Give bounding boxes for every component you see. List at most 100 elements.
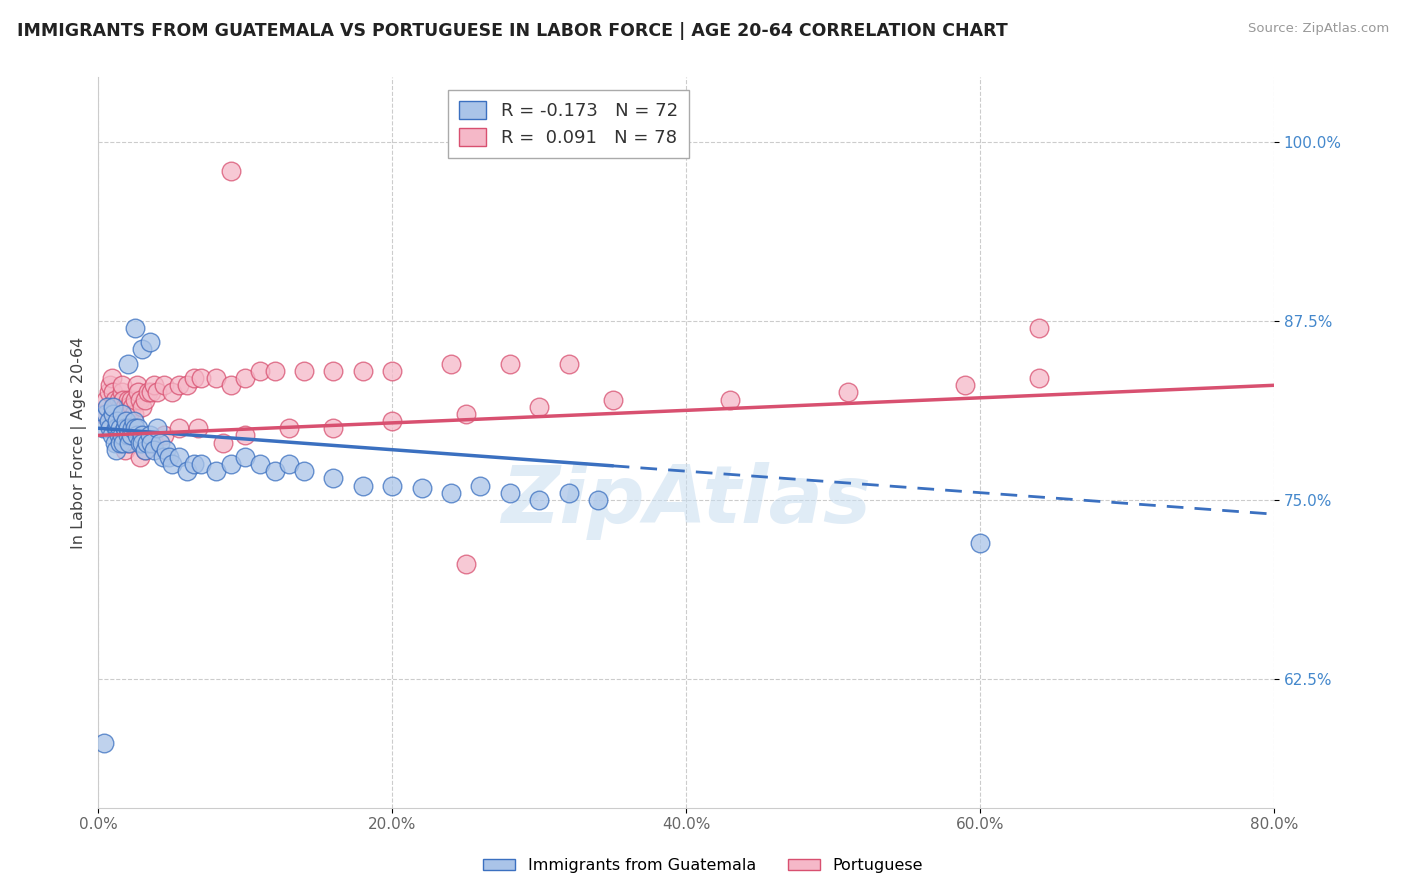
Point [263, 364, 285, 378]
Point [97, 414, 120, 428]
Y-axis label: In Labor Force | Age 20-64: In Labor Force | Age 20-64 [72, 336, 87, 549]
Point [114, 421, 136, 435]
Point [322, 421, 344, 435]
Point [120, 428, 142, 442]
Point [98, 378, 121, 392]
Point [91, 407, 114, 421]
Point [499, 485, 522, 500]
Point [454, 558, 477, 572]
Point [155, 442, 177, 457]
Point [114, 400, 136, 414]
Point [837, 385, 859, 400]
Point [114, 442, 136, 457]
Point [104, 421, 127, 435]
Point [131, 428, 153, 442]
Point [111, 435, 134, 450]
Point [176, 378, 198, 392]
Point [381, 478, 404, 492]
Legend: Immigrants from Guatemala, Portuguese: Immigrants from Guatemala, Portuguese [477, 852, 929, 880]
Point [176, 464, 198, 478]
Point [108, 392, 131, 407]
Point [111, 407, 134, 421]
Point [120, 392, 142, 407]
Point [1028, 371, 1050, 385]
Point [233, 371, 256, 385]
Point [117, 392, 139, 407]
Point [107, 407, 129, 421]
Point [93, 736, 115, 750]
Point [322, 364, 344, 378]
Point [139, 428, 162, 442]
Point [112, 392, 135, 407]
Point [100, 428, 122, 442]
Point [187, 421, 209, 435]
Point [143, 442, 166, 457]
Point [718, 392, 741, 407]
Text: ZipAtlas: ZipAtlas [502, 462, 872, 540]
Point [352, 364, 374, 378]
Point [160, 457, 183, 471]
Point [124, 421, 146, 435]
Point [529, 492, 551, 507]
Point [121, 400, 143, 414]
Point [104, 442, 127, 457]
Point [263, 464, 285, 478]
Point [115, 414, 138, 428]
Point [128, 392, 150, 407]
Point [381, 414, 404, 428]
Point [454, 407, 477, 421]
Point [101, 407, 124, 421]
Point [146, 385, 169, 400]
Point [167, 450, 190, 464]
Point [97, 385, 120, 400]
Point [292, 364, 315, 378]
Point [108, 428, 131, 442]
Point [111, 378, 134, 392]
Point [205, 371, 228, 385]
Point [134, 442, 156, 457]
Point [124, 321, 146, 335]
Point [557, 357, 579, 371]
Point [117, 400, 139, 414]
Point [153, 378, 176, 392]
Point [557, 485, 579, 500]
Point [120, 428, 142, 442]
Point [117, 357, 139, 371]
Point [212, 435, 235, 450]
Point [117, 421, 139, 435]
Point [153, 428, 176, 442]
Point [134, 392, 156, 407]
Point [124, 435, 146, 450]
Point [440, 485, 463, 500]
Text: IMMIGRANTS FROM GUATEMALA VS PORTUGUESE IN LABOR FORCE | AGE 20-64 CORRELATION C: IMMIGRANTS FROM GUATEMALA VS PORTUGUESE … [17, 22, 1008, 40]
Point [96, 400, 118, 414]
Point [219, 457, 242, 471]
Point [98, 421, 121, 435]
Point [136, 385, 159, 400]
Point [183, 457, 205, 471]
Point [411, 482, 433, 496]
Point [127, 385, 149, 400]
Point [586, 492, 609, 507]
Point [100, 371, 122, 385]
Point [141, 385, 163, 400]
Point [103, 392, 125, 407]
Point [955, 378, 977, 392]
Point [152, 450, 174, 464]
Point [146, 421, 169, 435]
Point [167, 378, 190, 392]
Point [143, 435, 166, 450]
Point [128, 450, 150, 464]
Point [122, 414, 145, 428]
Point [115, 407, 138, 421]
Point [157, 450, 180, 464]
Point [118, 407, 141, 421]
Point [94, 392, 117, 407]
Point [118, 435, 141, 450]
Point [114, 421, 136, 435]
Point [1028, 321, 1050, 335]
Point [112, 435, 135, 450]
Point [470, 478, 492, 492]
Point [91, 421, 114, 435]
Point [205, 464, 228, 478]
